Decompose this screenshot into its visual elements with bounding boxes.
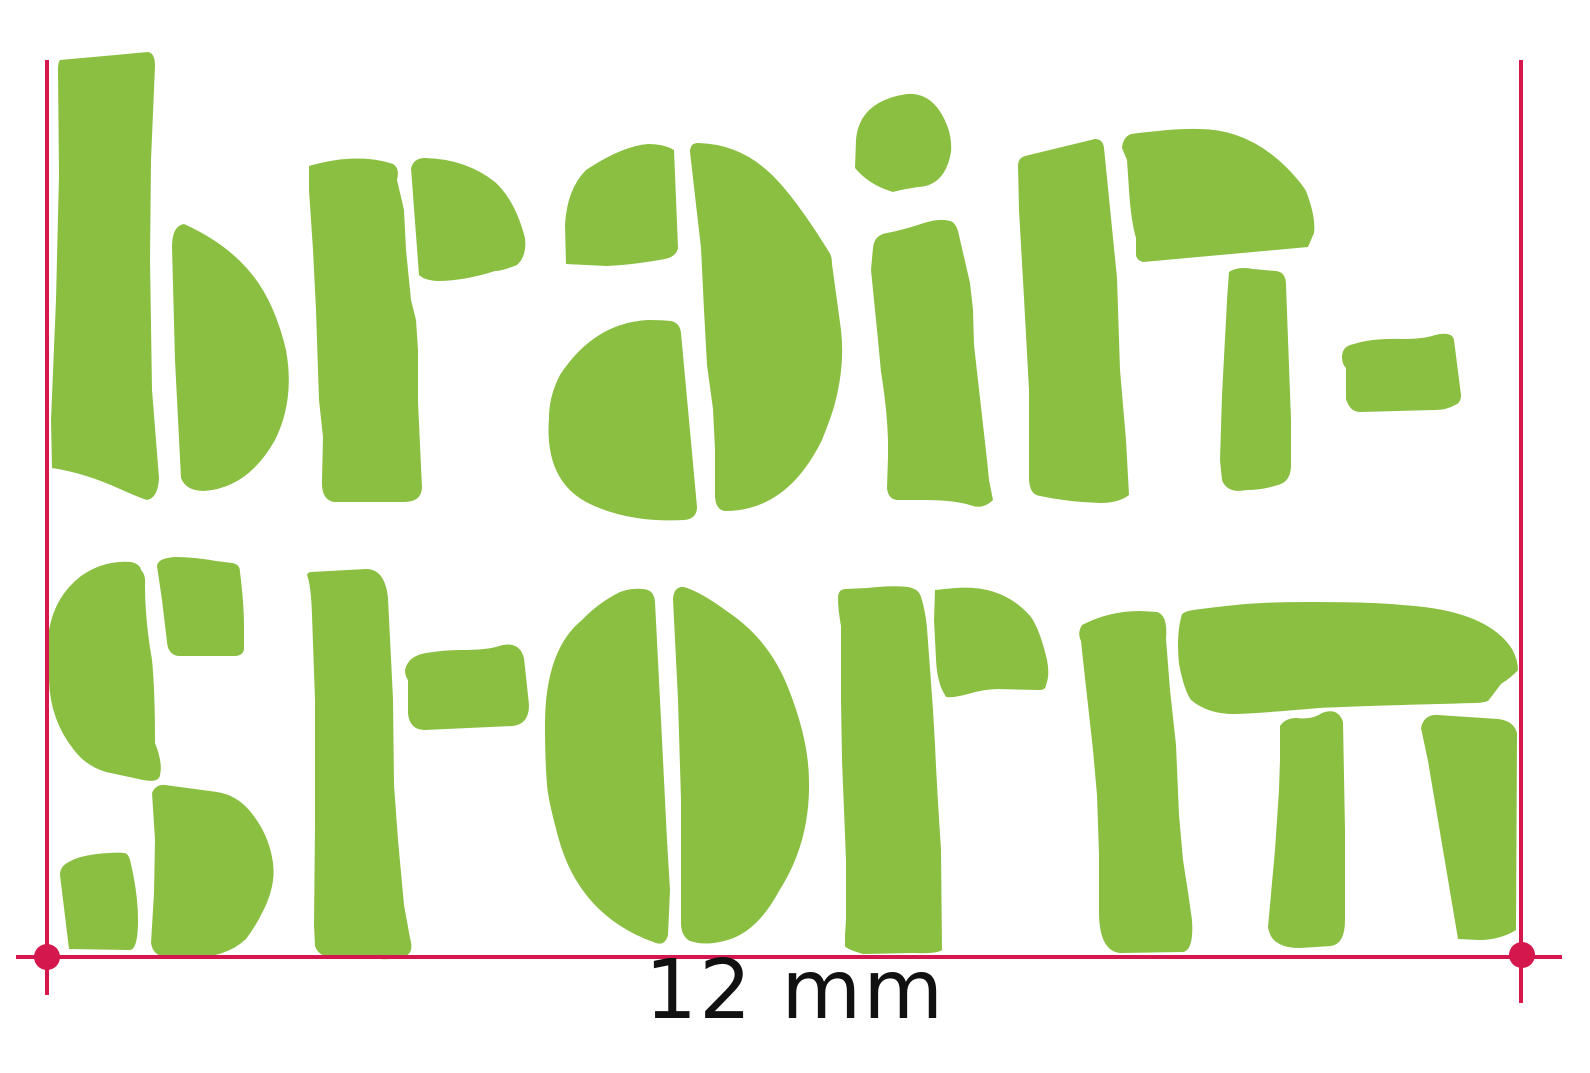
letter-m-right-stem: [1421, 714, 1517, 940]
letter-s: [48, 557, 274, 959]
letter-s-upper-right: [157, 557, 244, 656]
letter-n-left-stem: [1018, 139, 1129, 503]
dimension-label: 12 mm: [644, 943, 946, 1038]
letter-b-stem: [51, 52, 159, 500]
letter-n: [1018, 128, 1315, 503]
letter-a-bowl: [548, 320, 697, 521]
letter-r2-stem: [838, 586, 942, 954]
letter-m-middle-stem: [1268, 711, 1345, 948]
letter-n-arch: [1122, 128, 1315, 262]
letter-i-dot: [855, 93, 952, 192]
word-storm: [48, 557, 1518, 960]
letter-t: [307, 569, 529, 960]
letter-n-right-stem: [1220, 268, 1291, 491]
letter-i: [855, 93, 993, 507]
right-measure-dot: [1509, 942, 1535, 968]
letter-b: [51, 52, 289, 500]
letter-a-top-left: [565, 144, 678, 266]
letter-r-stem: [309, 158, 422, 502]
letter-a-right-stem: [690, 143, 843, 511]
left-measure-dot: [34, 944, 60, 970]
letter-s-upper-left: [48, 561, 161, 781]
letter-r-arm: [411, 158, 526, 281]
letter-a: [548, 143, 843, 521]
letter-t-bar: [405, 644, 529, 730]
letter-t-stem: [307, 569, 412, 960]
letter-b-bowl: [172, 224, 289, 491]
letter-s-lower-right: [151, 784, 274, 959]
letter-o: [545, 586, 810, 944]
letter-r2-arm: [934, 587, 1049, 698]
letter-m-arch: [1178, 602, 1518, 714]
letter-r2: [838, 586, 1049, 954]
letter-o-right: [673, 586, 810, 944]
word-brain: [51, 52, 1461, 521]
hyphen: [1342, 333, 1461, 412]
letter-i-stem: [871, 219, 993, 507]
letter-o-left: [545, 588, 670, 944]
letter-m: [1079, 602, 1518, 953]
letter-m-left-stem: [1079, 611, 1193, 953]
dimension-guides: [16, 60, 1562, 1003]
letter-s-lower-left: [60, 852, 138, 950]
letter-r: [309, 158, 526, 502]
